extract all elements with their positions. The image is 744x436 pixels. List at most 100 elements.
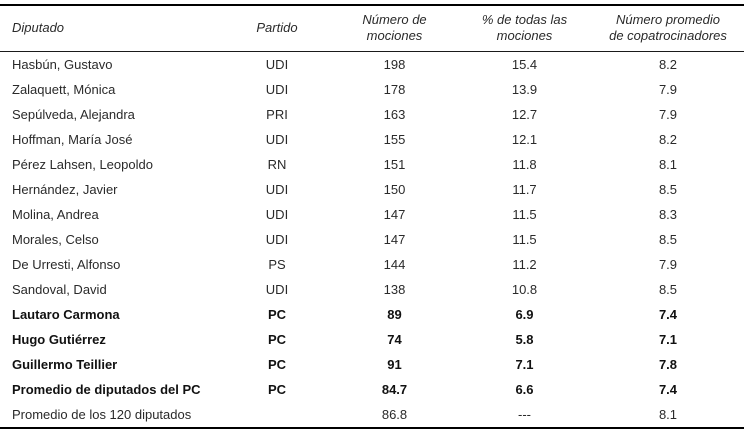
cell-copatrocinadores: 8.5 bbox=[658, 231, 678, 247]
cell-copatrocinadores: 7.9 bbox=[658, 81, 678, 97]
cell-copatrocinadores: 8.2 bbox=[658, 131, 678, 147]
cell-mociones: 84.7 bbox=[381, 381, 408, 397]
cell-diputado: Hernández, Javier bbox=[12, 181, 118, 197]
table-row: Zalaquett, Mónica UDI 178 13.9 7.9 bbox=[0, 77, 744, 102]
cell-diputado: Promedio de los 120 diputados bbox=[12, 406, 192, 422]
cell-diputado: Lautaro Carmona bbox=[12, 306, 120, 322]
cell-mociones: 178 bbox=[383, 81, 406, 97]
cell-partido: UDI bbox=[265, 281, 289, 297]
cell-copatrocinadores: 7.4 bbox=[658, 306, 678, 322]
cell-porcentaje: 10.8 bbox=[511, 281, 538, 297]
cell-porcentaje: 12.1 bbox=[511, 131, 538, 147]
col-header-porcentaje: % de todas las mociones bbox=[457, 5, 592, 52]
cell-porcentaje: 11.8 bbox=[512, 156, 537, 172]
table-row: Sandoval, David UDI 138 10.8 8.5 bbox=[0, 277, 744, 302]
table-row-pc-average: Promedio de diputados del PC PC 84.7 6.6… bbox=[0, 377, 744, 402]
cell-porcentaje: 6.6 bbox=[515, 381, 534, 397]
cell-porcentaje: 13.9 bbox=[511, 81, 538, 97]
cell-copatrocinadores: 7.4 bbox=[658, 381, 678, 397]
cell-mociones: 144 bbox=[383, 256, 406, 272]
cell-diputado: De Urresti, Alfonso bbox=[12, 256, 121, 272]
table-row: Pérez Lahsen, Leopoldo RN 151 11.8 8.1 bbox=[0, 152, 744, 177]
cell-partido: PC bbox=[267, 306, 287, 322]
table-row-pc-deputy: Guillermo Teillier PC 91 7.1 7.8 bbox=[0, 352, 744, 377]
cell-porcentaje: 11.2 bbox=[512, 256, 537, 272]
table-row: Morales, Celso UDI 147 11.5 8.5 bbox=[0, 227, 744, 252]
cell-diputado: Hasbún, Gustavo bbox=[12, 56, 113, 72]
cell-copatrocinadores: 8.1 bbox=[658, 156, 678, 172]
table-body: Hasbún, Gustavo UDI 198 15.4 8.2 Zalaque… bbox=[0, 51, 744, 428]
cell-copatrocinadores: 7.9 bbox=[658, 106, 678, 122]
table-row: Molina, Andrea UDI 147 11.5 8.3 bbox=[0, 202, 744, 227]
table-row: Sepúlveda, Alejandra PRI 163 12.7 7.9 bbox=[0, 102, 744, 127]
col-header-copatrocinadores: Número promedio de copatrocinadores bbox=[592, 5, 744, 52]
cell-porcentaje: 15.4 bbox=[511, 56, 538, 72]
cell-porcentaje: 11.7 bbox=[512, 181, 537, 197]
cell-diputado: Zalaquett, Mónica bbox=[12, 81, 116, 97]
cell-diputado: Hoffman, María José bbox=[12, 131, 133, 147]
table-row: Hasbún, Gustavo UDI 198 15.4 8.2 bbox=[0, 51, 744, 77]
table-row-overall-average: Promedio de los 120 diputados 86.8 --- 8… bbox=[0, 402, 744, 428]
cell-copatrocinadores: 8.2 bbox=[658, 56, 678, 72]
cell-mociones: 74 bbox=[387, 331, 402, 347]
cell-partido: PC bbox=[267, 331, 287, 347]
cell-diputado: Guillermo Teillier bbox=[12, 356, 118, 372]
cell-diputado: Sandoval, David bbox=[12, 281, 107, 297]
cell-copatrocinadores: 7.9 bbox=[658, 256, 678, 272]
col-header-partido: Partido bbox=[222, 5, 332, 52]
header-row: Diputado Partido Número de mociones % de… bbox=[0, 5, 744, 52]
cell-mociones: 138 bbox=[383, 281, 406, 297]
cell-mociones: 155 bbox=[383, 131, 406, 147]
col-header-mociones: Número de mociones bbox=[332, 5, 457, 52]
cell-mociones: 86.8 bbox=[381, 406, 408, 422]
col-header-diputado: Diputado bbox=[0, 5, 222, 52]
cell-copatrocinadores: 8.3 bbox=[658, 206, 678, 222]
cell-diputado: Molina, Andrea bbox=[12, 206, 99, 222]
table-header: Diputado Partido Número de mociones % de… bbox=[0, 5, 744, 52]
cell-partido: RN bbox=[267, 156, 287, 172]
cell-partido: UDI bbox=[265, 56, 289, 72]
cell-copatrocinadores: 8.5 bbox=[658, 281, 678, 297]
cell-copatrocinadores: 8.1 bbox=[658, 406, 678, 422]
cell-partido: PS bbox=[268, 256, 286, 272]
cell-diputado: Pérez Lahsen, Leopoldo bbox=[12, 156, 153, 172]
cell-partido: UDI bbox=[265, 206, 289, 222]
cell-partido: PC bbox=[267, 381, 287, 397]
cell-porcentaje: 11.5 bbox=[512, 231, 537, 247]
cell-partido: UDI bbox=[265, 181, 289, 197]
cell-porcentaje: 7.1 bbox=[515, 356, 534, 372]
cell-copatrocinadores: 7.8 bbox=[658, 356, 678, 372]
deputies-motions-table: Diputado Partido Número de mociones % de… bbox=[0, 4, 744, 429]
cell-partido: PC bbox=[267, 356, 287, 372]
cell-copatrocinadores: 7.1 bbox=[658, 331, 678, 347]
cell-mociones: 150 bbox=[383, 181, 406, 197]
cell-porcentaje: 12.7 bbox=[511, 106, 538, 122]
cell-copatrocinadores: 8.5 bbox=[658, 181, 678, 197]
cell-partido bbox=[222, 402, 332, 428]
cell-mociones: 147 bbox=[383, 231, 406, 247]
cell-mociones: 89 bbox=[387, 306, 402, 322]
cell-partido: UDI bbox=[265, 131, 289, 147]
cell-porcentaje: 11.5 bbox=[512, 206, 537, 222]
cell-diputado: Promedio de diputados del PC bbox=[12, 381, 201, 397]
cell-mociones: 147 bbox=[383, 206, 406, 222]
cell-diputado: Morales, Celso bbox=[12, 231, 99, 247]
cell-mociones: 198 bbox=[383, 56, 406, 72]
cell-diputado: Hugo Gutiérrez bbox=[12, 331, 106, 347]
cell-diputado: Sepúlveda, Alejandra bbox=[12, 106, 135, 122]
table-row-pc-deputy: Lautaro Carmona PC 89 6.9 7.4 bbox=[0, 302, 744, 327]
cell-partido: UDI bbox=[265, 231, 289, 247]
cell-mociones: 163 bbox=[383, 106, 406, 122]
cell-porcentaje: --- bbox=[518, 406, 531, 422]
cell-mociones: 151 bbox=[383, 156, 406, 172]
table-row: De Urresti, Alfonso PS 144 11.2 7.9 bbox=[0, 252, 744, 277]
table-row: Hernández, Javier UDI 150 11.7 8.5 bbox=[0, 177, 744, 202]
cell-partido: UDI bbox=[265, 81, 289, 97]
cell-partido: PRI bbox=[266, 106, 288, 122]
deputies-motions-table-container: Diputado Partido Número de mociones % de… bbox=[0, 4, 744, 429]
table-row: Hoffman, María José UDI 155 12.1 8.2 bbox=[0, 127, 744, 152]
cell-porcentaje: 6.9 bbox=[515, 306, 534, 322]
table-row-pc-deputy: Hugo Gutiérrez PC 74 5.8 7.1 bbox=[0, 327, 744, 352]
cell-porcentaje: 5.8 bbox=[515, 331, 534, 347]
cell-mociones: 91 bbox=[387, 356, 402, 372]
